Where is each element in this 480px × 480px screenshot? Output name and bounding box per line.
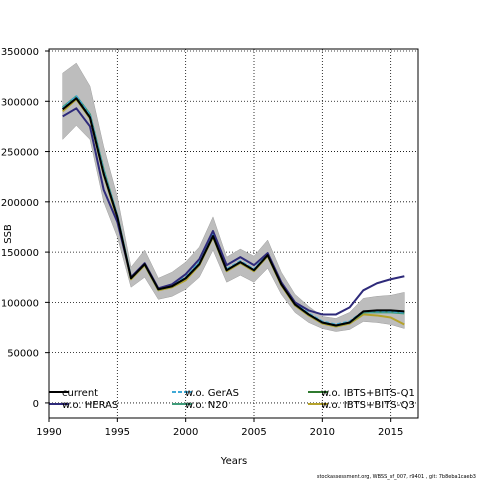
series-line <box>62 97 405 327</box>
y-tick-label: 50000 <box>7 349 39 360</box>
plot-area <box>49 49 418 418</box>
legend-label: w.o. GerAS <box>185 388 239 399</box>
x-tick-label: 2005 <box>241 427 266 438</box>
x-axis-title: Years <box>220 456 247 467</box>
y-tick-label: 150000 <box>1 248 39 259</box>
series-lines <box>62 95 405 328</box>
y-axis-title: SSB <box>3 224 14 244</box>
plot-frame <box>48 48 419 419</box>
y-tick-label: 350000 <box>1 47 39 58</box>
legend-label: current <box>62 388 98 399</box>
x-tick-label: 2015 <box>378 427 403 438</box>
legend-label: w.o. IBTS+BITS-Q3 <box>321 400 415 411</box>
y-axis: 0 50000 100000 150000 200000 250000 300000 3500… <box>1 47 49 410</box>
x-tick-label: 2000 <box>173 427 198 438</box>
y-tick-label: 250000 <box>1 148 39 159</box>
legend-label: w.o. IBTS+BITS-Q1 <box>321 388 415 399</box>
x-tick-label: 2010 <box>310 427 335 438</box>
legend-label: w.o. HERAS <box>62 400 118 411</box>
x-axis: 1990 1995 2000 2005 2010 2015 <box>36 418 403 438</box>
y-tick-label: 100000 <box>1 298 39 309</box>
y-tick-label: 300000 <box>1 97 39 108</box>
x-tick-label: 1995 <box>105 427 130 438</box>
y-tick-label: 200000 <box>1 198 39 209</box>
y-tick-label: 0 <box>33 399 39 410</box>
legend-label: w.o. N20 <box>185 400 228 411</box>
x-tick-label: 1990 <box>36 427 61 438</box>
confidence-band <box>62 62 405 332</box>
footer-credit: stockassessment.org, WBSS_sf_007, r9401 … <box>316 474 476 480</box>
